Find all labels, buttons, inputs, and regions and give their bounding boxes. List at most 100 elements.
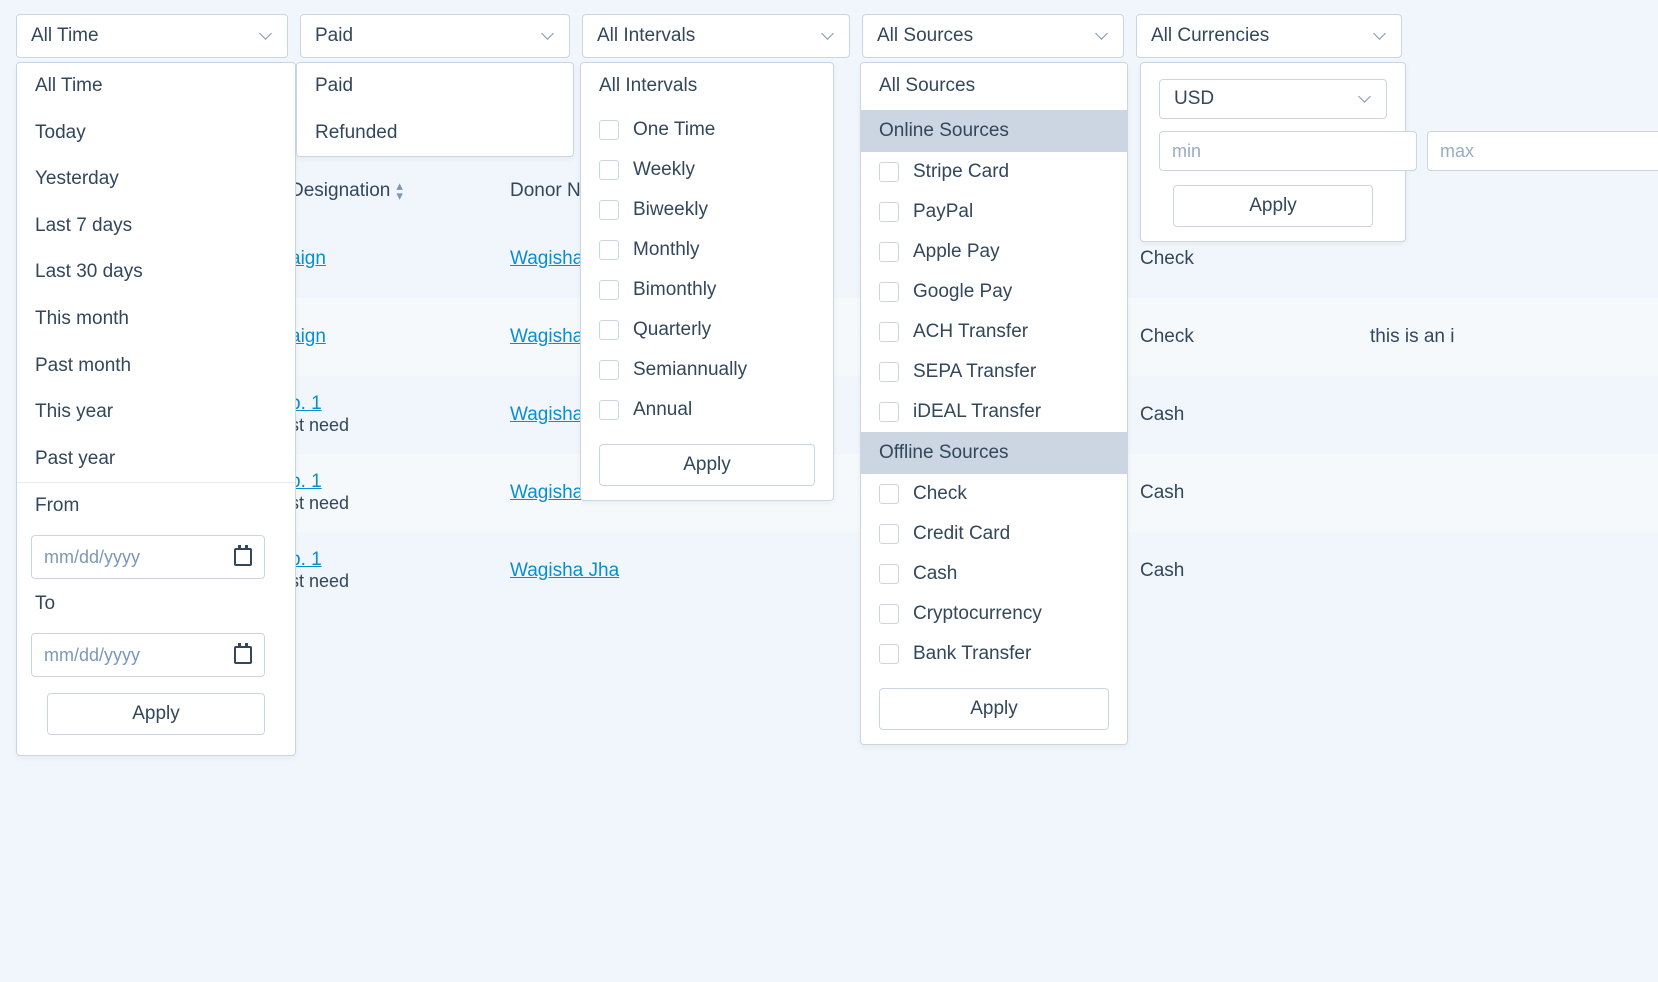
donor-link[interactable]: Wagisha (510, 482, 583, 503)
filter-intervals-label: All Intervals (597, 25, 695, 47)
time-option[interactable]: Past month (17, 343, 295, 390)
source-option[interactable]: Google Pay (861, 272, 1127, 312)
column-header-designation-label: Designation (290, 180, 390, 202)
checkbox-icon (599, 320, 619, 340)
method-cell: Cash (1140, 404, 1370, 426)
source-label: Google Pay (913, 281, 1012, 303)
from-label: From (35, 495, 277, 517)
source-option[interactable]: Cryptocurrency (861, 594, 1127, 634)
interval-option[interactable]: Quarterly (581, 310, 833, 350)
sources-header[interactable]: All Sources (861, 63, 1127, 110)
donor-link[interactable]: Wagisha (510, 404, 583, 425)
interval-label: Bimonthly (633, 279, 716, 301)
time-option[interactable]: Past year (17, 436, 295, 483)
checkbox-icon (879, 362, 899, 382)
filter-time-label: All Time (31, 25, 99, 47)
from-date-placeholder: mm/dd/yyyy (44, 547, 140, 568)
status-filter-panel: Paid Refunded (296, 62, 574, 157)
source-option[interactable]: Stripe Card (861, 152, 1127, 192)
source-label: iDEAL Transfer (913, 401, 1041, 423)
time-option[interactable]: All Time (17, 63, 295, 110)
time-option[interactable]: Last 7 days (17, 203, 295, 250)
source-option[interactable]: iDEAL Transfer (861, 392, 1127, 432)
calendar-icon (234, 646, 252, 664)
source-option[interactable]: Bank Transfer (861, 634, 1127, 674)
source-label: PayPal (913, 201, 973, 223)
interval-label: One Time (633, 119, 715, 141)
sources-filter-panel: All Sources Online Sources Stripe Card P… (860, 62, 1128, 745)
filter-time-trigger[interactable]: All Time (16, 14, 288, 58)
source-option[interactable]: ACH Transfer (861, 312, 1127, 352)
interval-option[interactable]: Annual (581, 390, 833, 430)
designation-sub: st need (290, 415, 349, 435)
from-date-input[interactable]: mm/dd/yyyy (31, 535, 265, 579)
status-option[interactable]: Paid (297, 63, 573, 110)
column-header-designation[interactable]: Designation ▴▾ (290, 180, 510, 202)
source-option[interactable]: Apple Pay (861, 232, 1127, 272)
source-option[interactable]: PayPal (861, 192, 1127, 232)
checkbox-icon (879, 202, 899, 222)
filter-bar: All Time Paid All Intervals All Sources … (16, 14, 1402, 58)
interval-option[interactable]: Monthly (581, 230, 833, 270)
min-amount-input[interactable] (1159, 131, 1417, 171)
chevron-down-icon (1095, 29, 1109, 43)
interval-label: Quarterly (633, 319, 711, 341)
interval-option[interactable]: Bimonthly (581, 270, 833, 310)
to-label: To (35, 593, 277, 615)
interval-option[interactable]: Semiannually (581, 350, 833, 390)
time-option[interactable]: This month (17, 296, 295, 343)
source-label: Check (913, 483, 967, 505)
chevron-down-icon (541, 29, 555, 43)
chevron-down-icon (821, 29, 835, 43)
time-option[interactable]: This year (17, 389, 295, 436)
donor-link[interactable]: Wagisha (510, 248, 583, 269)
source-option[interactable]: Check (861, 474, 1127, 514)
source-option[interactable]: Credit Card (861, 514, 1127, 554)
max-amount-input[interactable] (1427, 131, 1658, 171)
time-option[interactable]: Last 30 days (17, 249, 295, 296)
interval-option[interactable]: Weekly (581, 150, 833, 190)
checkbox-icon (879, 564, 899, 584)
checkbox-icon (879, 242, 899, 262)
currencies-apply-button[interactable]: Apply (1173, 185, 1373, 227)
interval-option[interactable]: One Time (581, 110, 833, 150)
donor-link[interactable]: Wagisha Jha (510, 560, 619, 581)
checkbox-icon (879, 162, 899, 182)
currency-select[interactable]: USD (1159, 79, 1387, 119)
source-option[interactable]: SEPA Transfer (861, 352, 1127, 392)
checkbox-icon (599, 400, 619, 420)
chevron-down-icon (1358, 92, 1372, 106)
filter-status-trigger[interactable]: Paid (300, 14, 570, 58)
checkbox-icon (879, 524, 899, 544)
filter-sources-trigger[interactable]: All Sources (862, 14, 1124, 58)
method-cell: Cash (1140, 560, 1370, 582)
designation-sub: st need (290, 571, 349, 591)
interval-label: Semiannually (633, 359, 747, 381)
time-filter-panel: All Time Today Yesterday Last 7 days Las… (16, 62, 296, 756)
chevron-down-icon (1373, 29, 1387, 43)
checkbox-icon (599, 240, 619, 260)
checkbox-icon (879, 604, 899, 624)
time-option[interactable]: Today (17, 110, 295, 157)
time-option[interactable]: Yesterday (17, 156, 295, 203)
sources-apply-button[interactable]: Apply (879, 688, 1109, 730)
checkbox-icon (599, 200, 619, 220)
checkbox-icon (599, 280, 619, 300)
filter-currencies-trigger[interactable]: All Currencies (1136, 14, 1402, 58)
source-label: ACH Transfer (913, 321, 1028, 343)
intervals-header[interactable]: All Intervals (581, 63, 833, 110)
currencies-filter-panel: USD Apply (1140, 62, 1406, 242)
interval-option[interactable]: Biweekly (581, 190, 833, 230)
donor-link[interactable]: Wagisha (510, 326, 583, 347)
status-option[interactable]: Refunded (297, 110, 573, 157)
time-apply-button[interactable]: Apply (47, 693, 265, 735)
interval-label: Weekly (633, 159, 695, 181)
checkbox-icon (599, 160, 619, 180)
source-option[interactable]: Cash (861, 554, 1127, 594)
interval-label: Annual (633, 399, 692, 421)
intervals-apply-button[interactable]: Apply (599, 444, 815, 486)
source-label: SEPA Transfer (913, 361, 1036, 383)
checkbox-icon (599, 360, 619, 380)
to-date-input[interactable]: mm/dd/yyyy (31, 633, 265, 677)
filter-intervals-trigger[interactable]: All Intervals (582, 14, 850, 58)
